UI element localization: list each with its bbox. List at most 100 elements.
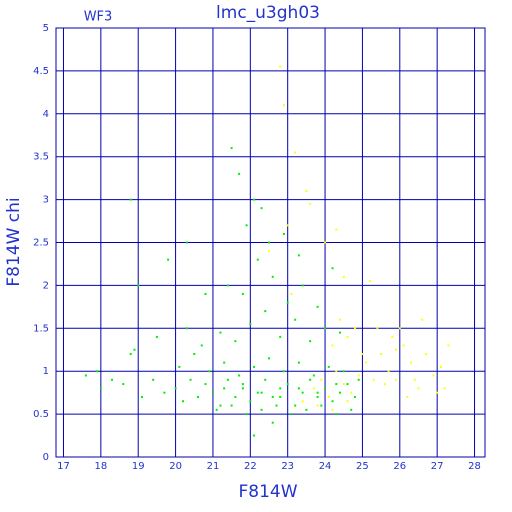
scatter-point	[353, 395, 356, 398]
scatter-point	[335, 370, 338, 373]
x-tick-label: 21	[207, 461, 220, 472]
x-axis-label: F814W	[238, 482, 297, 502]
x-tick-label: 17	[57, 461, 70, 472]
scatter-point	[424, 353, 427, 356]
scatter-point	[309, 202, 312, 205]
chart-title: lmc_u3gh03	[216, 3, 320, 23]
scatter-point	[335, 228, 338, 231]
scatter-point	[241, 387, 244, 390]
scatter-point	[395, 378, 398, 381]
scatter-point	[264, 378, 267, 381]
scatter-point	[316, 391, 319, 394]
scatter-point	[402, 344, 405, 347]
scatter-point	[286, 383, 289, 386]
scatter-point	[290, 413, 293, 416]
scatter-point	[282, 232, 285, 235]
scatter-point	[297, 361, 300, 364]
scatter-point	[122, 383, 125, 386]
scatter-point	[260, 408, 263, 411]
y-tick-label: 4	[43, 109, 49, 120]
scatter-point	[268, 250, 271, 253]
scatter-point	[331, 267, 334, 270]
scatter-point	[327, 365, 330, 368]
scatter-point	[208, 370, 211, 373]
scatter-point	[335, 383, 338, 386]
scatter-point	[350, 391, 353, 394]
scatter-point	[275, 404, 278, 407]
scatter-point	[421, 318, 424, 321]
scatter-point	[350, 408, 353, 411]
scatter-point	[439, 365, 442, 368]
scatter-point	[226, 284, 229, 287]
scatter-point	[305, 408, 308, 411]
scatter-point	[152, 378, 155, 381]
scatter-point	[204, 383, 207, 386]
scatter-point	[301, 284, 304, 287]
scatter-point	[353, 327, 356, 330]
scatter-point	[294, 318, 297, 321]
scatter-point	[316, 395, 319, 398]
scatter-point	[133, 348, 136, 351]
scatter-point	[137, 284, 140, 287]
scatter-point	[305, 190, 308, 193]
scatter-point	[182, 400, 185, 403]
scatter-point	[342, 275, 345, 278]
scatter-point	[342, 383, 345, 386]
scatter-point	[339, 318, 342, 321]
subtitle: WF3	[84, 10, 113, 25]
scatter-point	[357, 378, 360, 381]
scatter-point	[282, 104, 285, 107]
scatter-point	[357, 374, 360, 377]
scatter-point	[238, 374, 241, 377]
scatter-point	[260, 207, 263, 210]
scatter-point	[331, 408, 334, 411]
scatter-point	[312, 374, 315, 377]
scatter-point	[111, 378, 114, 381]
y-tick-label: 2	[43, 280, 49, 291]
scatter-point	[279, 395, 282, 398]
scatter-point	[253, 365, 256, 368]
scatter-point	[286, 224, 289, 227]
y-tick-label: 3.5	[33, 152, 49, 163]
scatter-point	[312, 387, 315, 390]
scatter-point	[163, 391, 166, 394]
scatter-point	[245, 224, 248, 227]
scatter-point	[230, 147, 233, 150]
scatter-point	[197, 395, 200, 398]
scatter-point	[417, 387, 420, 390]
y-tick-label: 5	[43, 23, 49, 34]
x-tick-label: 25	[356, 461, 369, 472]
scatter-point	[324, 387, 327, 390]
scatter-point	[178, 365, 181, 368]
plot-frame	[55, 27, 486, 458]
scatter-point	[140, 395, 143, 398]
scatter-point	[129, 198, 132, 201]
scatter-point	[297, 254, 300, 257]
scatter-point	[290, 292, 293, 295]
scatter-point	[260, 391, 263, 394]
scatter-point	[204, 292, 207, 295]
y-tick-label: 0.5	[33, 409, 49, 420]
scatter-point	[219, 331, 222, 334]
scatter-point	[443, 387, 446, 390]
scatter-point	[174, 387, 177, 390]
scatter-point	[432, 374, 435, 377]
scatter-point	[327, 395, 330, 398]
scatter-point	[365, 361, 368, 364]
y-tick-label: 4.5	[33, 66, 49, 77]
scatter-point	[383, 383, 386, 386]
scatter-point	[368, 280, 371, 283]
scatter-point	[309, 378, 312, 381]
y-tick-label: 1.5	[33, 323, 49, 334]
scatter-point	[268, 357, 271, 360]
scatter-point	[249, 323, 252, 326]
scatter-point	[268, 241, 271, 244]
scatter-point	[316, 404, 319, 407]
scatter-point	[324, 241, 327, 244]
scatter-point	[241, 292, 244, 295]
scatter-point	[230, 404, 233, 407]
x-tick-label: 22	[244, 461, 257, 472]
scatter-point	[406, 395, 409, 398]
scatter-point	[398, 327, 401, 330]
